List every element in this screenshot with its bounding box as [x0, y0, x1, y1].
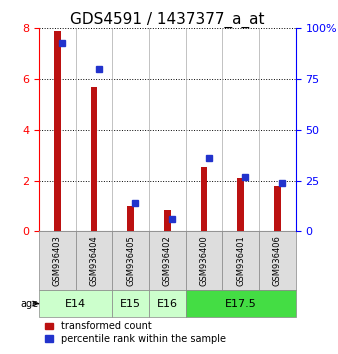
Text: GSM936405: GSM936405 — [126, 235, 135, 286]
Text: GSM936403: GSM936403 — [53, 235, 62, 286]
Text: E16: E16 — [157, 299, 178, 309]
Bar — [54, 31, 61, 232]
Bar — [164, 210, 171, 232]
Bar — [274, 186, 281, 232]
Bar — [186, 290, 296, 317]
Bar — [91, 87, 97, 232]
Legend: transformed count, percentile rank within the sample: transformed count, percentile rank withi… — [44, 320, 227, 345]
Bar — [186, 232, 222, 290]
Bar — [222, 232, 259, 290]
Bar — [149, 232, 186, 290]
Bar — [201, 167, 207, 232]
Text: GSM936402: GSM936402 — [163, 235, 172, 286]
Text: E17.5: E17.5 — [225, 299, 257, 309]
Bar — [76, 232, 112, 290]
Text: E14: E14 — [65, 299, 86, 309]
Text: GSM936406: GSM936406 — [273, 235, 282, 286]
Bar — [259, 232, 296, 290]
Text: age: age — [20, 299, 38, 309]
Bar — [39, 290, 112, 317]
Title: GDS4591 / 1437377_a_at: GDS4591 / 1437377_a_at — [70, 12, 265, 28]
Bar — [39, 232, 76, 290]
Bar — [149, 290, 186, 317]
Bar — [237, 178, 244, 232]
Bar — [112, 232, 149, 290]
Bar — [112, 290, 149, 317]
Text: GSM936401: GSM936401 — [236, 235, 245, 286]
Text: GSM936404: GSM936404 — [90, 235, 98, 286]
Text: E15: E15 — [120, 299, 141, 309]
Text: GSM936400: GSM936400 — [199, 235, 209, 286]
Bar — [127, 206, 134, 232]
